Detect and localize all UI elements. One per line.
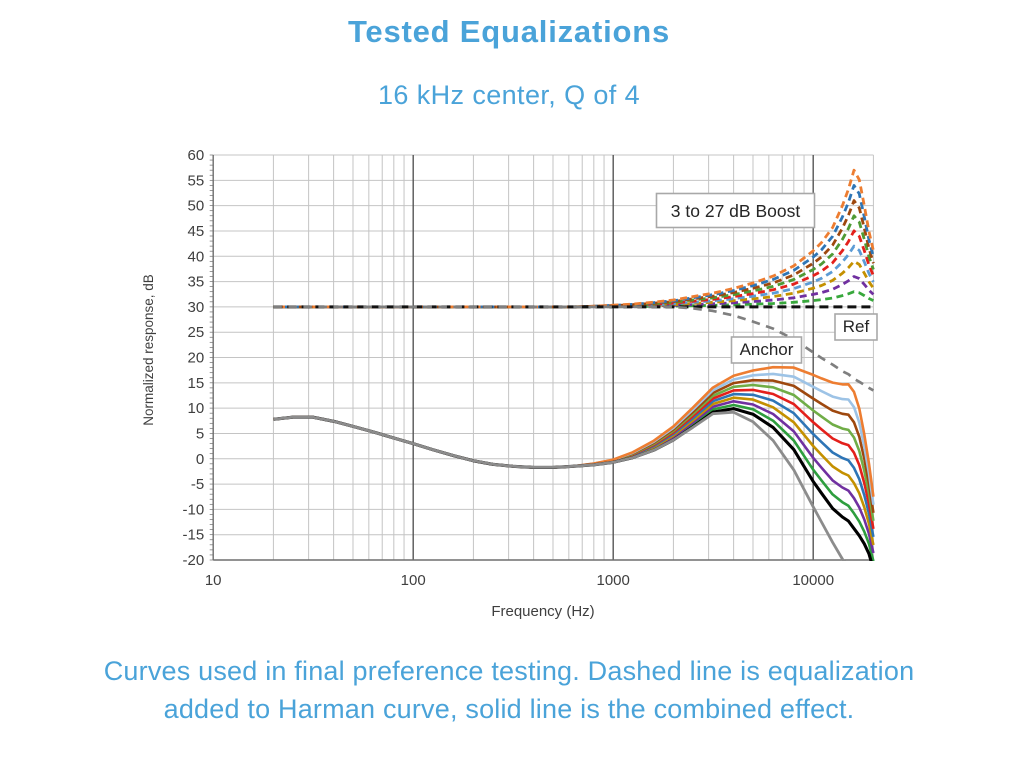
x-tick-label: 10 <box>205 572 222 589</box>
curves <box>273 168 875 561</box>
caption: Curves used in final preference testing.… <box>103 656 915 724</box>
eq-dashed-9db <box>273 259 875 309</box>
eq-dashed-24db <box>273 184 875 309</box>
x-tick-label: 1000 <box>597 572 630 589</box>
eq-dashed-18db <box>273 214 875 309</box>
boost-label-box <box>655 192 816 229</box>
annotation-anchor-label: Anchor <box>730 336 803 364</box>
annotation-ref-label: Ref <box>834 313 878 341</box>
y-tick-label: 0 <box>196 451 204 468</box>
ref-label-text: Ref <box>843 317 870 336</box>
x-tick-label: 100 <box>401 572 426 589</box>
combined-solid-6db <box>273 400 875 554</box>
y-tick-label: 40 <box>188 248 205 265</box>
eq-dashed-anchor <box>273 305 875 392</box>
y-tick-label: 25 <box>188 324 205 341</box>
combined-solid-ref <box>273 407 873 561</box>
boost-label-text: 3 to 27 dB Boost <box>671 201 801 221</box>
annotation-boost-label: 3 to 27 dB Boost <box>655 192 816 229</box>
y-tick-label: 50 <box>188 198 205 215</box>
y-axis-title: Normalized response, dB <box>141 274 156 426</box>
x-tick-label: 10000 <box>792 572 834 589</box>
x-axis-title: Frequency (Hz) <box>491 603 594 620</box>
y-tick-label: 55 <box>188 172 205 189</box>
ref-label-box <box>834 313 878 341</box>
anchor-label-text: Anchor <box>740 340 794 359</box>
combined-solid-15db <box>273 388 875 530</box>
page-title: Tested Equalizations <box>347 14 671 49</box>
combined-solid-9db <box>273 396 875 546</box>
page-subtitle: 16 kHz center, Q of 4 <box>377 80 641 110</box>
y-tick-label: 60 <box>188 147 205 164</box>
eq-dashed-15db <box>273 229 875 309</box>
y-tick-label: -20 <box>183 552 205 569</box>
y-tick-label: 20 <box>188 350 205 367</box>
anchor-label-box <box>730 336 803 364</box>
y-tick-label: 45 <box>188 223 205 240</box>
y-tick-label: -15 <box>183 527 205 544</box>
y-tick-label: 30 <box>188 299 205 316</box>
combined-solid-anchor <box>273 410 846 561</box>
y-tick-label: 15 <box>188 375 205 392</box>
y-tick-label: 10 <box>188 400 205 417</box>
y-tick-label: -10 <box>183 501 205 518</box>
y-tick-label: 5 <box>196 425 204 442</box>
y-tick-label: 35 <box>188 274 205 291</box>
y-tick-label: -5 <box>191 476 204 493</box>
eq-dashed-21db <box>273 199 875 309</box>
